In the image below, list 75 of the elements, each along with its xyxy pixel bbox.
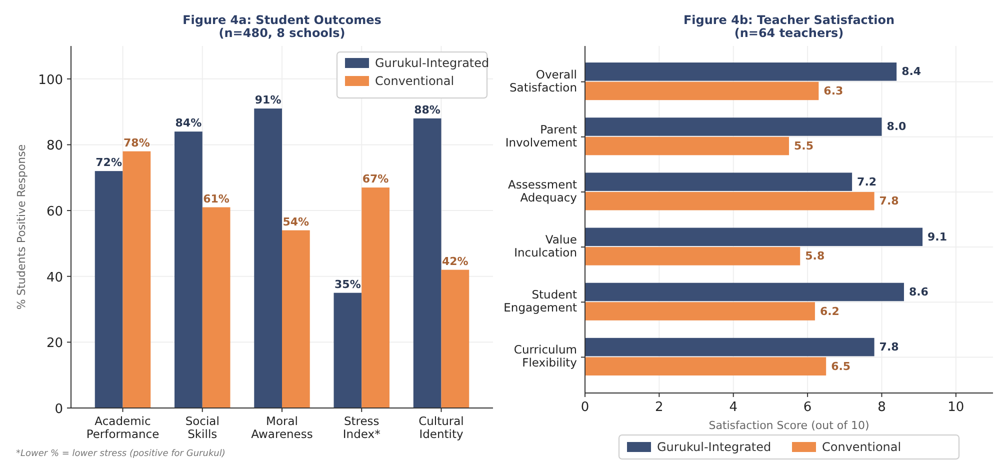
legend-label: Conventional <box>375 74 454 88</box>
data-label: 6.3 <box>824 84 844 98</box>
x-tick-label: 10 <box>948 400 964 415</box>
y-tick-label: 100 <box>38 72 63 88</box>
bar <box>585 118 882 136</box>
legend-label: Conventional <box>822 440 902 454</box>
y-tick-label: 80 <box>46 138 63 154</box>
x-tick-label: Social Skills <box>185 414 220 441</box>
data-label: 6.5 <box>831 360 851 373</box>
data-label: 7.8 <box>879 194 899 208</box>
x-tick-label: 2 <box>655 400 664 415</box>
y-tick-label: Overall Satisfaction <box>510 67 577 94</box>
data-label: 8.4 <box>902 65 922 78</box>
bar <box>585 62 897 81</box>
bar <box>174 132 202 408</box>
data-label: 84% <box>175 116 202 130</box>
data-label: 8.0 <box>886 120 907 134</box>
bar <box>585 247 800 266</box>
bar <box>585 136 789 156</box>
data-label: 61% <box>203 192 230 206</box>
data-label: 5.8 <box>805 250 825 263</box>
bar <box>585 338 874 356</box>
bar <box>122 151 151 408</box>
x-axis-title: Satisfaction Score (out of 10) <box>708 419 870 432</box>
data-label: 54% <box>282 215 310 228</box>
y-tick-label: Student Engagement <box>504 288 578 315</box>
y-axis-title: % Students Positive Response <box>15 144 28 310</box>
x-tick-label: Academic Performance <box>86 414 160 441</box>
data-label: 7.2 <box>857 175 877 188</box>
chart-title: Figure 4a: Student Outcomes (n=480, 8 schools) <box>182 13 382 40</box>
bar <box>334 292 362 408</box>
bar <box>94 171 123 408</box>
bar <box>282 230 310 408</box>
data-label: 67% <box>362 172 389 186</box>
data-label: 78% <box>124 136 150 150</box>
y-tick-label: 60 <box>46 204 63 220</box>
data-label: 88% <box>414 103 440 116</box>
y-tick-label: Parent Involvement <box>505 122 578 150</box>
bar <box>254 108 282 408</box>
bar <box>585 172 852 191</box>
bar <box>413 118 442 408</box>
bar <box>585 282 904 302</box>
legend-label: Gurukul-Integrated <box>657 440 772 454</box>
data-label: 91% <box>254 94 282 107</box>
data-label: 7.8 <box>879 340 899 354</box>
bar <box>202 207 230 408</box>
y-tick-label: 40 <box>46 270 63 286</box>
data-label: 6.2 <box>820 304 840 318</box>
bar <box>585 192 874 210</box>
x-tick-label: Stress Index* <box>342 414 381 441</box>
y-tick-label: Curriculum Flexibility <box>514 342 578 370</box>
bar <box>585 302 815 320</box>
bar <box>585 82 819 100</box>
chart-title: Figure 4b: Teacher Satisfaction (n=64 teachers) <box>683 13 895 40</box>
text: *Lower % = lower stress (positive for Gurukul) <box>16 449 226 459</box>
bar <box>585 228 923 246</box>
data-label: 8.6 <box>908 285 929 298</box>
y-tick-label: Assessment Adequacy <box>508 178 578 205</box>
data-label: 72% <box>96 156 122 170</box>
x-tick-label: 0 <box>580 400 590 415</box>
y-tick-label: Value Inculcation <box>514 232 577 260</box>
bar <box>585 357 826 376</box>
data-label: 5.5 <box>794 140 814 153</box>
x-tick-label: Moral Awareness <box>251 414 313 441</box>
bar <box>441 270 470 408</box>
x-tick-label: 4 <box>729 400 738 415</box>
data-label: 42% <box>442 254 468 268</box>
data-label: 35% <box>334 278 361 291</box>
y-tick-label: 20 <box>46 336 63 352</box>
bar <box>362 188 390 408</box>
data-label: 9.1 <box>928 230 948 244</box>
legend-label: Gurukul-Integrated <box>375 56 490 70</box>
x-tick-label: 6 <box>803 400 812 415</box>
x-tick-label: 8 <box>878 400 886 415</box>
x-tick-label: Cultural Identity <box>418 414 464 441</box>
